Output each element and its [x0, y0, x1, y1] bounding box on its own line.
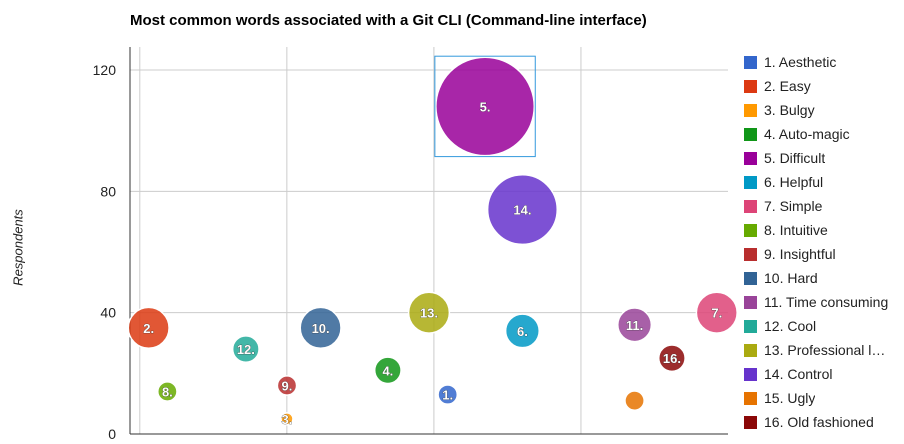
legend-item[interactable]: 3. Bulgy [744, 101, 904, 119]
legend-swatch [744, 367, 757, 381]
legend-item[interactable]: 9. Insightful [744, 245, 904, 263]
legend-swatch [744, 223, 757, 237]
legend-item[interactable]: 4. Auto-magic [744, 125, 904, 143]
bubble [231, 335, 260, 364]
legend-label: 1. Aesthetic [764, 54, 837, 70]
legend-item[interactable]: 12. Cool [744, 317, 904, 335]
legend-label: 7. Simple [764, 198, 823, 214]
legend-item[interactable]: 8. Intuitive [744, 221, 904, 239]
legend-swatch [744, 175, 757, 189]
bubble [373, 356, 402, 385]
y-tick-label: 40 [100, 305, 116, 321]
bubble-label: 8. [162, 385, 173, 400]
bubble [657, 344, 686, 373]
legend-label: 14. Control [764, 366, 833, 382]
bubble [407, 291, 451, 334]
bubble-label: 11. [626, 318, 643, 333]
bubble-label: 13. [420, 306, 438, 321]
bubble-label: 16. [663, 351, 681, 366]
bubble-label: 5. [480, 99, 491, 114]
legend-swatch [744, 151, 757, 165]
legend-swatch [744, 79, 757, 93]
legend-item[interactable]: 16. Old fashioned [744, 413, 904, 431]
bubble [127, 306, 170, 349]
chart-title: Most common words associated with a Git … [130, 12, 647, 29]
legend-swatch [744, 391, 757, 405]
bubble [695, 291, 738, 334]
bubble-label: 14. [513, 203, 531, 218]
bubble-label: 7. [711, 306, 722, 321]
legend-swatch [744, 127, 757, 141]
bubble [504, 313, 540, 349]
legend-item[interactable]: 15. Ugly [744, 389, 904, 407]
legend-swatch [744, 55, 757, 69]
legend-item[interactable]: 11. Time consuming [744, 293, 904, 311]
legend-swatch [744, 343, 757, 357]
bubble [437, 384, 459, 405]
bubble [624, 390, 645, 411]
legend-label: 5. Difficult [764, 150, 826, 166]
legend-swatch [744, 271, 757, 285]
bubble-label: 9. [282, 378, 293, 393]
legend-swatch [744, 319, 757, 333]
legend-item[interactable]: 7. Simple [744, 197, 904, 215]
legend-item[interactable]: 5. Difficult [744, 149, 904, 167]
bubble [617, 307, 653, 343]
bubble [299, 306, 342, 349]
bubble [276, 375, 298, 396]
legend-swatch [744, 103, 757, 117]
legend-item[interactable]: 14. Control [744, 365, 904, 383]
legend-label: 4. Auto-magic [764, 126, 850, 142]
legend-swatch [744, 247, 757, 261]
legend-label: 9. Insightful [764, 246, 836, 262]
legend-swatch [744, 415, 757, 429]
legend-swatch [744, 295, 757, 309]
legend-item[interactable]: 2. Easy [744, 77, 904, 95]
bubble [280, 412, 294, 426]
legend-label: 3. Bulgy [764, 102, 815, 118]
legend-label: 16. Old fashioned [764, 414, 874, 430]
bubble-label: 10. [312, 321, 330, 336]
bubble-label: 1. [442, 388, 453, 403]
bubble-label: 4. [382, 363, 393, 378]
legend-label: 10. Hard [764, 270, 818, 286]
y-tick-label: 80 [100, 183, 116, 199]
selection-box [434, 55, 536, 158]
legend-label: 11. Time consuming [764, 294, 889, 310]
legend-swatch [744, 199, 757, 213]
bubble-label: 2. [143, 321, 154, 336]
legend-item[interactable]: 6. Helpful [744, 173, 904, 191]
legend-label: 8. Intuitive [764, 222, 828, 238]
y-tick-label: 120 [93, 62, 117, 78]
legend-label: 6. Helpful [764, 174, 824, 190]
legend-item[interactable]: 13. Professional l… [744, 341, 904, 359]
bubble [435, 56, 536, 157]
legend-label: 12. Cool [764, 318, 817, 334]
legend-label: 13. Professional l… [764, 342, 886, 358]
legend-label: 15. Ugly [764, 390, 816, 406]
y-tick-label: 0 [108, 426, 116, 442]
bubble-label: 3. [282, 412, 293, 427]
bubble [157, 381, 178, 402]
bubble [486, 173, 558, 246]
legend-item[interactable]: 10. Hard [744, 269, 904, 287]
bubble-label: 12. [237, 342, 255, 357]
legend-item[interactable]: 1. Aesthetic [744, 53, 904, 71]
legend-label: 2. Easy [764, 78, 811, 94]
bubble-label: 6. [517, 324, 528, 339]
